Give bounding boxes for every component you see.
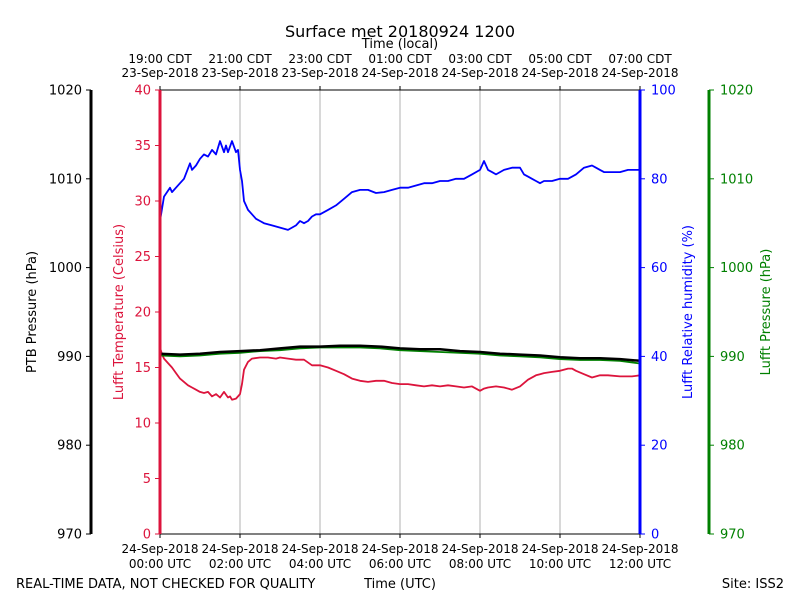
series-group	[159, 140, 641, 401]
x-tick-label-local-time: 21:00 CDT	[208, 52, 272, 66]
temp-tick-label: 35	[134, 139, 151, 154]
ptb-axis-label: PTB Pressure (hPa)	[25, 251, 40, 373]
x-axis-bottom-label: Time (UTC)	[363, 577, 436, 592]
x-axis-top-label: Time (local)	[361, 37, 438, 52]
x-tick-label-date: 24-Sep-2018	[521, 542, 598, 556]
lufft_p-axis-label: Lufft Pressure (hPa)	[759, 249, 774, 376]
ptb-tick-label: 1020	[49, 84, 82, 99]
x-tick-label-date: 24-Sep-2018	[361, 542, 438, 556]
x-tick-label-date: 24-Sep-2018	[281, 542, 358, 556]
temp-tick-label: 30	[134, 195, 151, 210]
lufft-pressure-line	[159, 346, 641, 365]
rh-tick-label: 60	[651, 261, 668, 276]
rh-tick-label: 100	[651, 84, 676, 99]
x-tick-label-local-time: 07:00 CDT	[608, 52, 672, 66]
x-tick-label-utc: 00:00 UTC	[129, 557, 191, 571]
x-tick-label-local-date: 24-Sep-2018	[521, 66, 598, 80]
x-tick-label-utc: 04:00 UTC	[289, 557, 351, 571]
x-tick-label-utc: 02:00 UTC	[209, 557, 271, 571]
x-tick-label-utc: 10:00 UTC	[529, 557, 591, 571]
x-tick-label-local-time: 19:00 CDT	[128, 52, 192, 66]
lufft_p-tick-label: 980	[720, 439, 745, 454]
chart-title: Surface met 20180924 1200	[285, 22, 515, 41]
lufft_p-tick-label: 1020	[720, 84, 753, 99]
temp-tick-label: 5	[143, 472, 151, 487]
x-tick-label-date: 24-Sep-2018	[121, 542, 198, 556]
x-tick-label-local-date: 23-Sep-2018	[281, 66, 358, 80]
ptb-tick-label: 980	[57, 439, 82, 454]
x-tick-label-date: 24-Sep-2018	[201, 542, 278, 556]
rh-tick-label: 0	[651, 528, 659, 543]
ptb-tick-label: 970	[57, 528, 82, 543]
lufft_p-tick-label: 1010	[720, 172, 753, 187]
x-tick-label-local-date: 24-Sep-2018	[361, 66, 438, 80]
x-tick-label-local-time: 05:00 CDT	[528, 52, 592, 66]
x-tick-label-date: 24-Sep-2018	[601, 542, 678, 556]
lufft-relative-humidity-line	[159, 140, 640, 231]
temp-tick-label: 25	[134, 250, 151, 265]
x-tick-label-date: 24-Sep-2018	[441, 542, 518, 556]
temp-tick-label: 0	[143, 528, 151, 543]
lufft_p-tick-label: 970	[720, 528, 745, 543]
temp-tick-label: 10	[134, 417, 151, 432]
x-tick-label-local-date: 23-Sep-2018	[121, 66, 198, 80]
ptb-tick-label: 990	[57, 350, 82, 365]
x-tick-label-local-date: 23-Sep-2018	[201, 66, 278, 80]
temp-axis-label: Lufft Temperature (Celsius)	[112, 224, 127, 400]
x-tick-label-utc: 08:00 UTC	[449, 557, 511, 571]
rh-tick-label: 40	[651, 350, 668, 365]
footer-quality-note: REAL-TIME DATA, NOT CHECKED FOR QUALITY	[16, 577, 315, 592]
rh-tick-label: 20	[651, 439, 668, 454]
ptb-pressure-line	[159, 344, 641, 363]
rh-tick-label: 80	[651, 172, 668, 187]
x-tick-label-utc: 06:00 UTC	[369, 557, 431, 571]
lufft-temperature-line	[159, 347, 641, 401]
x-tick-label-local-date: 24-Sep-2018	[441, 66, 518, 80]
x-tick-label-utc: 12:00 UTC	[609, 557, 671, 571]
x-tick-label-local-time: 03:00 CDT	[448, 52, 512, 66]
temp-tick-label: 40	[134, 84, 151, 99]
rh-axis-label: Lufft Relative humidity (%)	[681, 225, 696, 399]
footer-site-label: Site: ISS2	[722, 577, 784, 592]
x-tick-label-local-time: 01:00 CDT	[368, 52, 432, 66]
ptb-tick-label: 1010	[49, 172, 82, 187]
gridlines	[239, 90, 561, 534]
x-tick-label-local-time: 23:00 CDT	[288, 52, 352, 66]
temp-tick-label: 15	[134, 361, 151, 376]
ptb-tick-label: 1000	[49, 261, 82, 276]
lufft_p-tick-label: 1000	[720, 261, 753, 276]
temp-tick-label: 20	[134, 306, 151, 321]
lufft_p-tick-label: 990	[720, 350, 745, 365]
x-tick-label-local-date: 24-Sep-2018	[601, 66, 678, 80]
